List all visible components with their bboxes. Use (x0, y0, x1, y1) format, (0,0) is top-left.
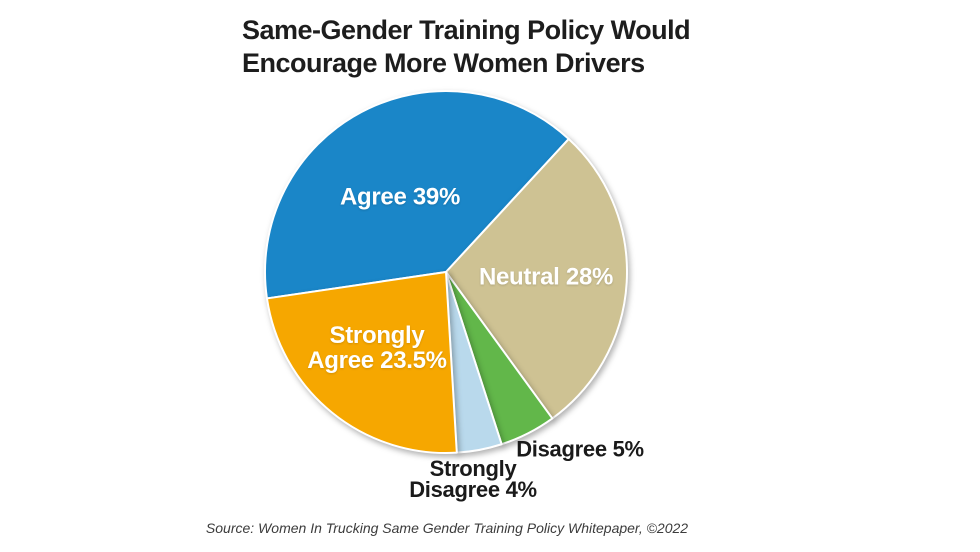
pie-slice-agree (264, 89, 570, 300)
source-note: Source: Women In Trucking Same Gender Tr… (205, 520, 689, 536)
chart-title: Same-Gender Training Policy Would Encour… (242, 15, 691, 78)
pie-slice-strongly-agree (265, 271, 458, 455)
pie-slice-neutral (445, 137, 628, 420)
